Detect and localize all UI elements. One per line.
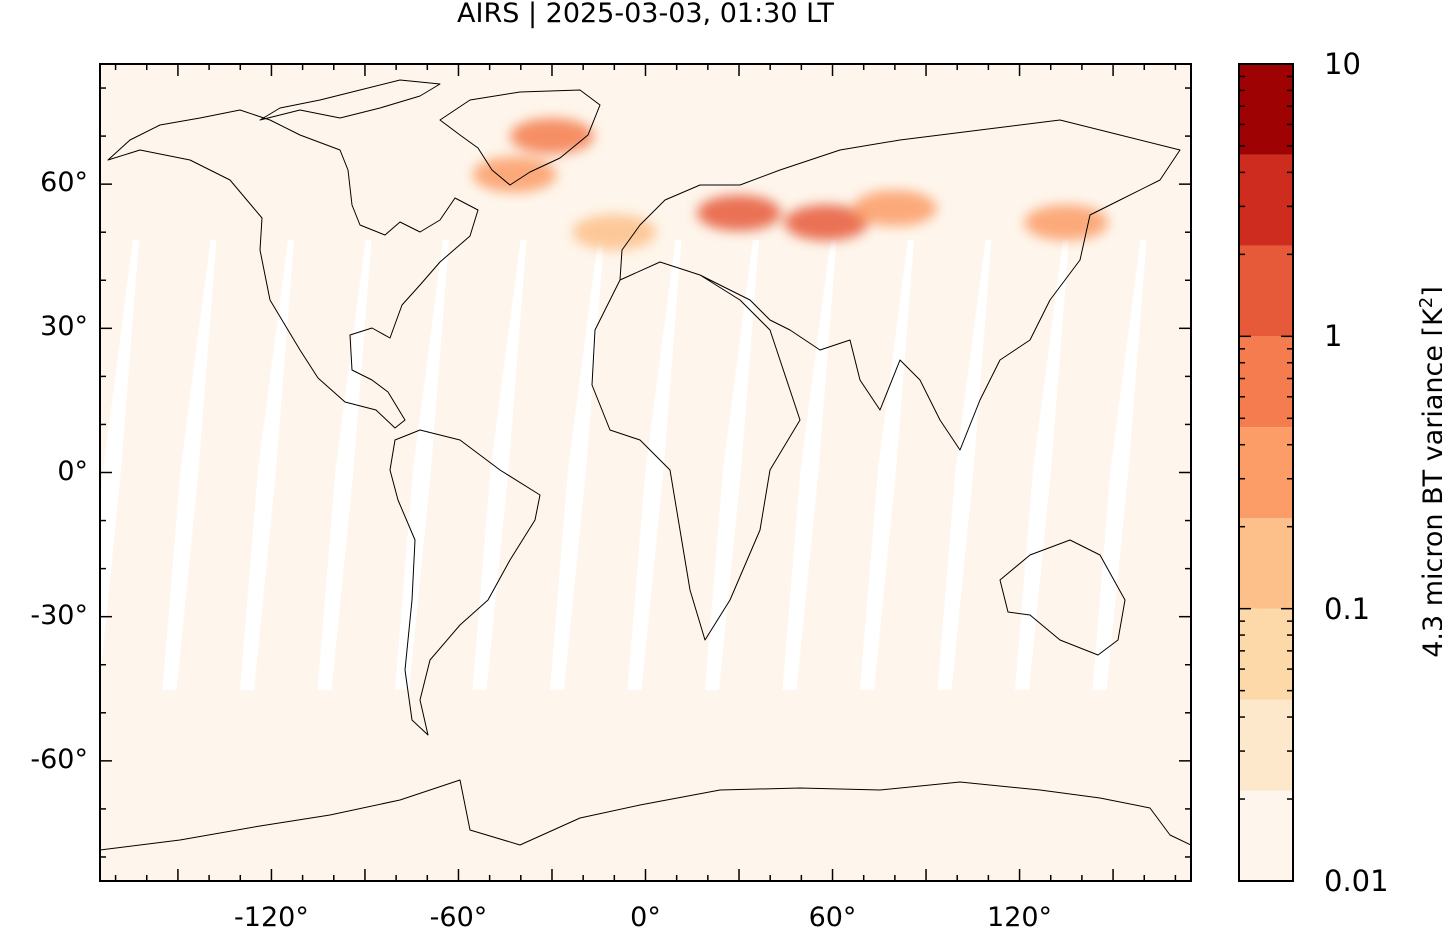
swath-gap bbox=[472, 240, 527, 690]
swath-gap bbox=[1015, 240, 1069, 690]
x-tick-label: -120° bbox=[234, 902, 309, 933]
coast-south-america bbox=[389, 429, 541, 736]
colorbar-tick-label: 0.01 bbox=[1324, 864, 1389, 898]
colorbar-segment bbox=[1239, 154, 1293, 246]
colorbar-segment bbox=[1239, 245, 1293, 337]
x-tick-label: 60° bbox=[808, 902, 857, 933]
variance-hotspots bbox=[472, 118, 1109, 251]
coast-australia bbox=[999, 539, 1126, 656]
colorbar-title: 4.3 micron BT variance [K2] bbox=[1412, 286, 1442, 658]
y-tick-label: 60° bbox=[40, 167, 88, 199]
colorbar-segment bbox=[1239, 64, 1293, 155]
colorbar-segment bbox=[1239, 336, 1293, 428]
hotspot bbox=[509, 118, 594, 155]
x-tick-label: 120° bbox=[987, 902, 1053, 933]
x-tick-label: -60° bbox=[429, 902, 488, 933]
colorbar bbox=[1238, 63, 1294, 882]
hotspot bbox=[1024, 204, 1109, 241]
y-tick-label: -60° bbox=[30, 743, 88, 775]
colorbar-title-end: ] bbox=[1418, 286, 1442, 297]
map-panel bbox=[99, 63, 1192, 882]
colorbar-tick-label: 1 bbox=[1324, 319, 1343, 354]
coast-antarctica bbox=[100, 779, 1191, 851]
colorbar-title-main: 4.3 micron BT variance [K bbox=[1418, 308, 1442, 658]
colorbar-segment bbox=[1239, 790, 1293, 881]
coast-africa-eurasia bbox=[591, 119, 1181, 641]
y-tick-label: 30° bbox=[40, 311, 88, 343]
swath-gap bbox=[705, 240, 759, 690]
colorbar-ticks bbox=[1239, 63, 1293, 882]
map-title: AIRS | 2025-03-03, 01:30 LT bbox=[457, 0, 834, 29]
coastlines bbox=[100, 79, 1191, 851]
colorbar-segment bbox=[1239, 699, 1293, 791]
hotspot bbox=[697, 194, 782, 231]
swath-gap bbox=[317, 240, 372, 690]
swath-gap bbox=[937, 240, 992, 690]
axis-ticks bbox=[100, 64, 1191, 881]
swath-gap bbox=[162, 240, 217, 690]
colorbar-segment bbox=[1239, 427, 1293, 519]
colorbar-segment bbox=[1239, 518, 1293, 609]
colorbar-frame bbox=[1238, 63, 1294, 882]
swath-gap bbox=[550, 240, 604, 690]
swath-gap bbox=[860, 240, 914, 690]
hotspot bbox=[572, 214, 657, 251]
coast-greenland bbox=[439, 89, 601, 186]
colorbar-tick-label: 0.1 bbox=[1324, 591, 1371, 626]
hotspot bbox=[472, 156, 557, 193]
swath-gap bbox=[782, 240, 837, 690]
colorbar-segment bbox=[1239, 608, 1293, 700]
colorbar-tick-label: 10 bbox=[1324, 47, 1361, 81]
colorbar-segments bbox=[1239, 64, 1293, 881]
x-tick-label: 0° bbox=[630, 902, 661, 933]
swath-gap bbox=[627, 240, 682, 690]
coast-north-america bbox=[107, 109, 479, 429]
swath-gap bbox=[395, 240, 449, 690]
swath-gap bbox=[100, 240, 139, 680]
y-tick-label: 0° bbox=[57, 455, 88, 487]
swath-gap bbox=[240, 240, 294, 690]
y-tick-label: -30° bbox=[30, 599, 88, 631]
swath-gap bbox=[1092, 240, 1147, 690]
colorbar-title-superscript: 2 bbox=[1416, 296, 1437, 309]
hotspot bbox=[784, 204, 869, 241]
swath-gaps bbox=[100, 240, 1147, 690]
coast-canadian-arctic bbox=[259, 79, 441, 121]
hotspot bbox=[852, 190, 937, 227]
